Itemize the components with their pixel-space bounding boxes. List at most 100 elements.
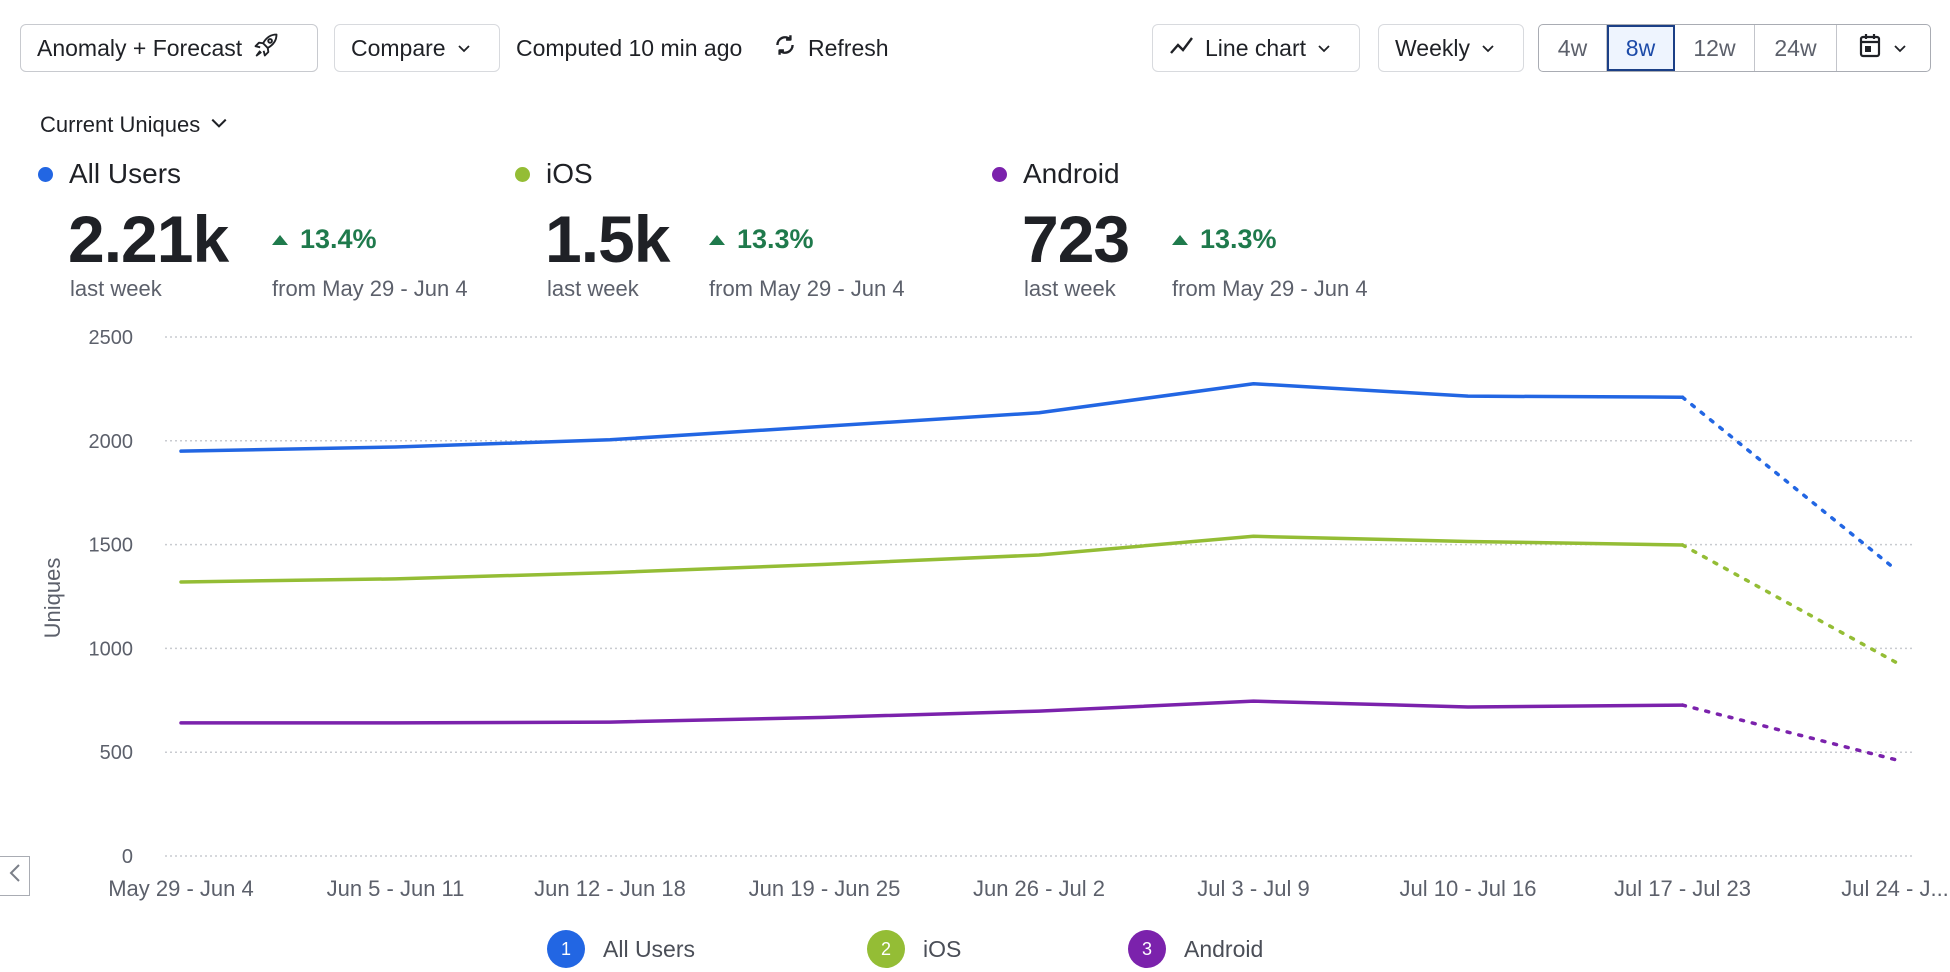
y-tick-label: 500	[100, 742, 133, 764]
x-tick-label: Jun 19 - Jun 25	[749, 876, 901, 901]
x-tick-label: Jul 10 - Jul 16	[1400, 876, 1537, 901]
series-line	[179, 699, 1685, 725]
range-24w[interactable]: 24w	[1755, 25, 1837, 71]
kpi-card-all-users: All Users 2.21k 13.4% last week from May…	[38, 158, 468, 301]
series-color-dot	[515, 166, 530, 182]
y-tick-label: 2000	[89, 431, 134, 453]
kpi-change: 13.3%	[709, 224, 814, 255]
kpi-period-label: last week	[70, 276, 162, 301]
metric-selector-dropdown[interactable]: Current Uniques	[40, 112, 228, 138]
chevron-down-icon	[456, 35, 472, 62]
range-4w[interactable]: 4w	[1539, 25, 1607, 71]
chart-type-label: Line chart	[1205, 34, 1307, 61]
kpi-change-value: 13.3%	[737, 224, 814, 254]
calendar-icon	[1858, 32, 1882, 64]
gridlines	[165, 336, 1915, 857]
computed-status: Computed 10 min ago	[516, 24, 742, 72]
legend-badge: 3	[1128, 930, 1166, 968]
legend-item-all-users[interactable]: 1 All Users	[547, 930, 695, 968]
forecast-line	[1680, 395, 1899, 573]
x-tick-label: Jul 17 - Jul 23	[1614, 876, 1751, 901]
x-tick-label: Jul 3 - Jul 9	[1197, 876, 1310, 901]
scroll-left-button[interactable]	[0, 856, 30, 896]
compare-label: Compare	[351, 34, 446, 61]
y-tick-label: 0	[122, 846, 133, 868]
chevron-down-icon	[1480, 35, 1496, 62]
legend-label: Android	[1184, 935, 1264, 962]
refresh-label: Refresh	[808, 34, 889, 61]
series-all-users	[179, 381, 1899, 573]
y-tick-label: 1000	[89, 638, 134, 660]
chart-legend: 1 All Users 2 iOS 3 Android	[0, 930, 1950, 970]
y-tick-label: 1500	[89, 535, 134, 557]
arrow-up-icon	[272, 234, 288, 245]
legend-item-android[interactable]: 3 Android	[1128, 930, 1263, 968]
rocket-icon	[252, 31, 280, 65]
interval-dropdown[interactable]: Weekly	[1378, 24, 1524, 72]
chevron-down-icon	[1316, 35, 1332, 62]
y-axis-ticks: 0 500 1000 1500 2000 2500	[89, 327, 134, 868]
x-tick-label: Jul 24 - J...	[1841, 876, 1949, 901]
kpi-card-ios: iOS 1.5k 13.3% last week from May 29 - J…	[515, 158, 905, 301]
x-tick-label: Jun 26 - Jul 2	[973, 876, 1105, 901]
arrow-up-icon	[1172, 234, 1188, 245]
range-8w-label: 8w	[1625, 34, 1656, 61]
kpi-period-label: last week	[547, 276, 639, 301]
anomaly-forecast-label: Anomaly + Forecast	[37, 34, 243, 61]
forecast-line	[1680, 543, 1899, 665]
kpi-change: 13.4%	[272, 224, 377, 255]
line-chart-icon	[1169, 34, 1195, 62]
refresh-button[interactable]: Refresh	[772, 24, 889, 72]
range-12w-label: 12w	[1693, 34, 1736, 61]
toolbar: Anomaly + Forecast Compare Computed 10 m…	[20, 24, 1931, 72]
kpi-series-name: All Users	[69, 158, 182, 189]
kpi-change-value: 13.3%	[1200, 224, 1277, 254]
x-axis-ticks: May 29 - Jun 4 Jun 5 - Jun 11 Jun 12 - Jun…	[108, 876, 1949, 901]
legend-badge: 1	[547, 930, 585, 968]
arrow-up-icon	[709, 234, 725, 245]
legend-badge: 2	[867, 930, 905, 968]
series-color-dot	[992, 166, 1007, 182]
kpi-period-label: last week	[1024, 276, 1116, 301]
interval-label: Weekly	[1395, 34, 1470, 61]
date-range-selector: 4w 8w 12w 24w	[1538, 24, 1931, 72]
kpi-change-value: 13.4%	[300, 224, 377, 254]
custom-date-range-dropdown[interactable]	[1837, 25, 1929, 71]
metric-selector-label: Current Uniques	[40, 112, 201, 137]
x-tick-label: Jun 5 - Jun 11	[327, 876, 465, 901]
range-12w[interactable]: 12w	[1675, 25, 1755, 71]
anomaly-forecast-button[interactable]: Anomaly + Forecast	[20, 24, 318, 72]
kpi-value: 723	[1022, 202, 1130, 276]
series-line	[179, 534, 1685, 584]
compare-dropdown[interactable]: Compare	[334, 24, 500, 72]
computed-text: Computed 10 min ago	[516, 34, 743, 61]
kpi-comparison-period: from May 29 - Jun 4	[272, 276, 468, 301]
series-lines	[179, 381, 1899, 762]
kpi-value: 2.21k	[68, 202, 229, 276]
y-axis-label: Uniques	[40, 558, 65, 639]
legend-label: All Users	[603, 935, 696, 962]
series-android	[179, 699, 1899, 762]
series-ios	[179, 534, 1899, 665]
chevron-down-icon	[210, 112, 228, 138]
refresh-icon	[772, 32, 798, 64]
chevron-down-icon	[1892, 35, 1908, 62]
forecast-line	[1680, 703, 1899, 762]
legend-item-ios[interactable]: 2 iOS	[867, 930, 961, 968]
x-tick-label: May 29 - Jun 4	[108, 876, 254, 901]
range-24w-label: 24w	[1774, 34, 1817, 61]
range-8w[interactable]: 8w	[1607, 25, 1675, 71]
kpi-value: 1.5k	[545, 202, 670, 276]
kpi-comparison-period: from May 29 - Jun 4	[1172, 276, 1368, 301]
legend-label: iOS	[923, 935, 962, 962]
y-tick-label: 2500	[89, 327, 134, 349]
range-4w-label: 4w	[1557, 34, 1588, 61]
kpi-comparison-period: from May 29 - Jun 4	[709, 276, 905, 301]
chevron-left-icon	[8, 862, 22, 890]
kpi-change: 13.3%	[1172, 224, 1277, 255]
kpi-series-name: iOS	[546, 158, 593, 189]
series-line	[179, 381, 1685, 453]
chart-type-dropdown[interactable]: Line chart	[1152, 24, 1360, 72]
series-color-dot	[38, 166, 53, 182]
